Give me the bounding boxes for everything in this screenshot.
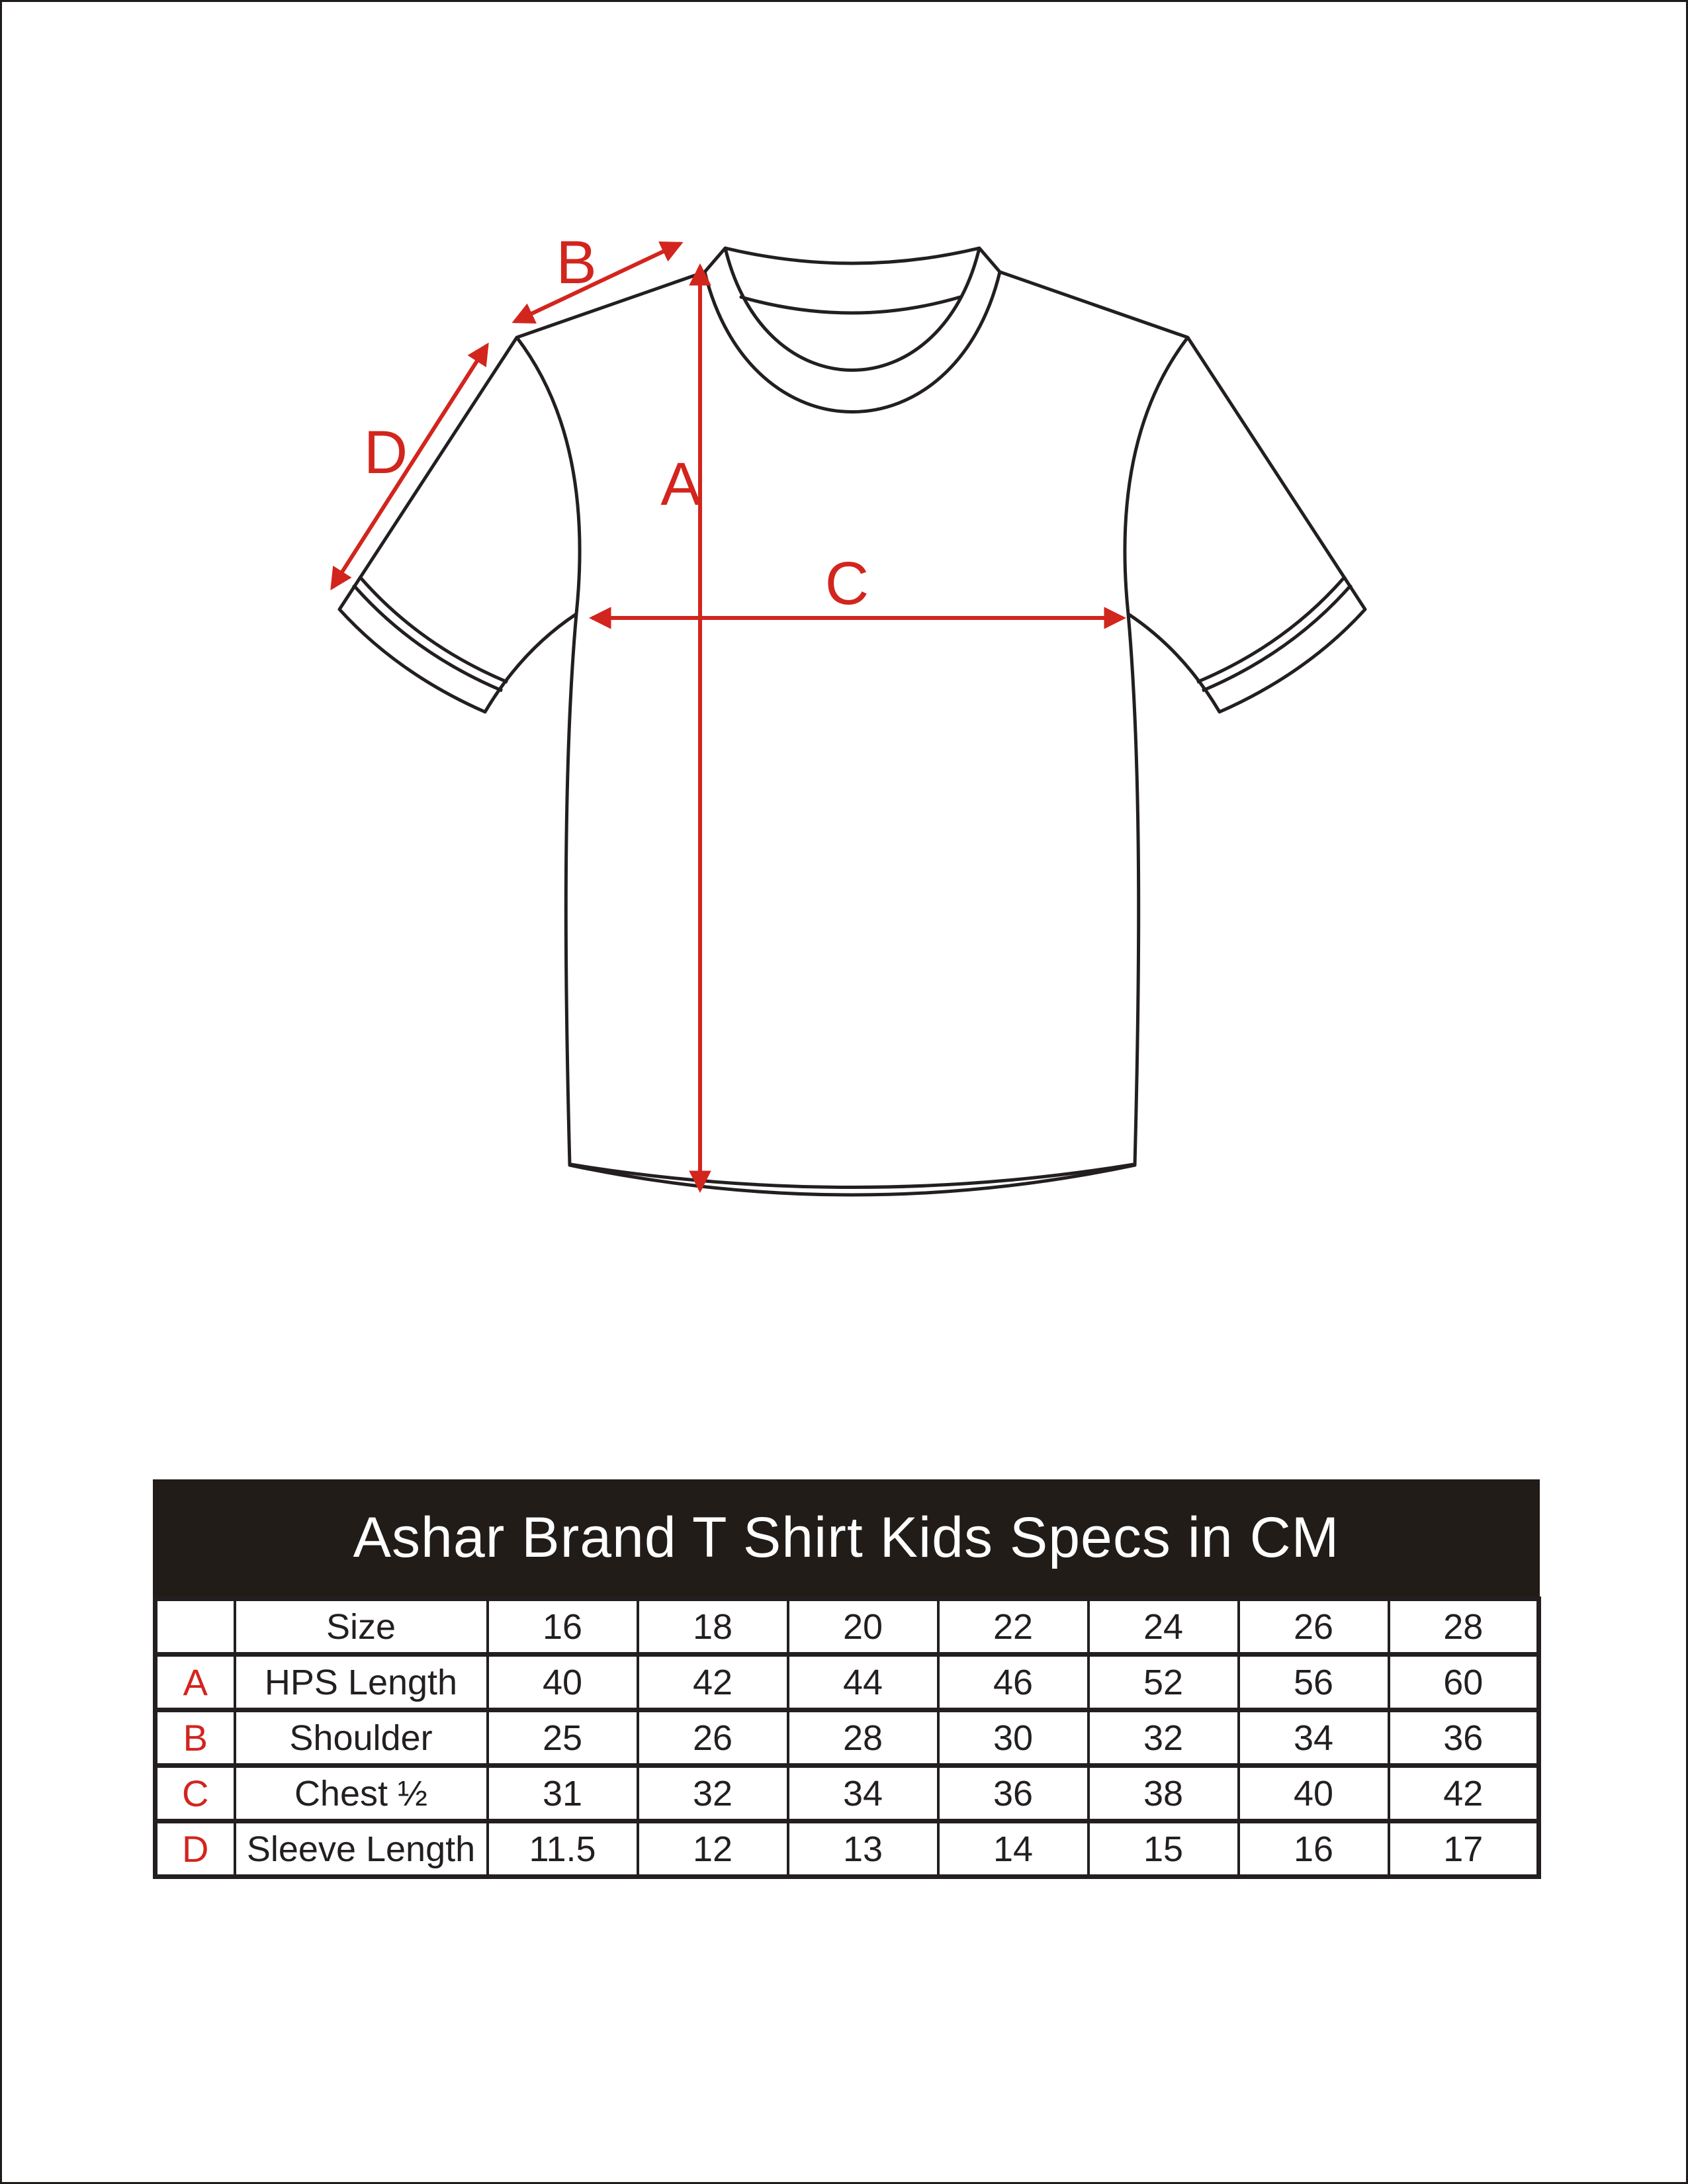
size-cell: 16	[486, 1597, 639, 1656]
table-row-a: A HPS Length 40 42 44 46 52 56 60	[154, 1653, 1540, 1712]
value-cell: 44	[786, 1653, 940, 1712]
table-title-bar: Ashar Brand T Shirt Kids Specs in CM	[153, 1479, 1540, 1596]
value-cell: 26	[636, 1708, 789, 1767]
value-cell: 34	[786, 1764, 940, 1823]
value-cell: 13	[786, 1819, 940, 1878]
size-header-cell: Size	[233, 1597, 489, 1656]
row-label: HPS Length	[233, 1653, 489, 1712]
table-title: Ashar Brand T Shirt Kids Specs in CM	[353, 1506, 1340, 1569]
value-cell: 36	[1387, 1708, 1540, 1767]
dimension-label-b: B	[556, 229, 596, 296]
value-cell: 46	[936, 1653, 1090, 1712]
size-table: Size 16 18 20 22 24 26 28 A HPS Length 4…	[153, 1596, 1541, 1879]
letter-cell-empty	[154, 1597, 236, 1656]
value-cell: 42	[1387, 1764, 1540, 1823]
row-letter: C	[154, 1764, 236, 1823]
value-cell: 16	[1237, 1819, 1390, 1878]
value-cell: 30	[936, 1708, 1090, 1767]
size-cell: 26	[1237, 1597, 1390, 1656]
row-letter: B	[154, 1708, 236, 1767]
table-row-header: Size 16 18 20 22 24 26 28	[154, 1597, 1540, 1656]
row-letter: A	[154, 1653, 236, 1712]
value-cell: 31	[486, 1764, 639, 1823]
value-cell: 32	[636, 1764, 789, 1823]
dimension-label-d: D	[364, 419, 408, 486]
collar-lines	[703, 246, 1002, 372]
value-cell: 38	[1087, 1764, 1240, 1823]
value-cell: 42	[636, 1653, 789, 1712]
size-cell: 20	[786, 1597, 940, 1656]
value-cell: 52	[1087, 1653, 1240, 1712]
value-cell: 32	[1087, 1708, 1240, 1767]
size-cell: 28	[1387, 1597, 1540, 1656]
dimension-arrow-b	[511, 241, 684, 324]
value-cell: 14	[936, 1819, 1090, 1878]
value-cell: 40	[486, 1653, 639, 1712]
cuff-stitch-lines	[352, 575, 1353, 693]
dimension-arrow-d	[330, 342, 489, 591]
value-cell: 34	[1237, 1708, 1390, 1767]
value-cell: 25	[486, 1708, 639, 1767]
table-row-d: D Sleeve Length 11.5 12 13 14 15 16 17	[154, 1819, 1540, 1878]
row-letter: D	[154, 1819, 236, 1878]
dimension-label-a: A	[660, 451, 701, 518]
table-row-b: B Shoulder 25 26 28 30 32 34 36	[154, 1708, 1540, 1767]
row-label: Sleeve Length	[233, 1819, 489, 1878]
hem-stitch-line	[570, 1162, 1134, 1189]
spec-table-section: Ashar Brand T Shirt Kids Specs in CM Siz…	[153, 1479, 1541, 1879]
value-cell: 60	[1387, 1653, 1540, 1712]
value-cell: 17	[1387, 1819, 1540, 1878]
value-cell: 36	[936, 1764, 1090, 1823]
table-row-c: C Chest ½ 31 32 34 36 38 40 42	[154, 1764, 1540, 1823]
row-label: Chest ½	[233, 1764, 489, 1823]
dimension-label-c: C	[825, 550, 869, 617]
value-cell: 56	[1237, 1653, 1390, 1712]
value-cell: 40	[1237, 1764, 1390, 1823]
armhole-seams	[515, 336, 1189, 615]
tshirt-outline	[337, 270, 1367, 1197]
value-cell: 12	[636, 1819, 789, 1878]
size-cell: 24	[1087, 1597, 1240, 1656]
size-cell: 22	[936, 1597, 1090, 1656]
size-cell: 18	[636, 1597, 789, 1656]
value-cell: 15	[1087, 1819, 1240, 1878]
value-cell: 11.5	[486, 1819, 639, 1878]
value-cell: 28	[786, 1708, 940, 1767]
row-label: Shoulder	[233, 1708, 489, 1767]
